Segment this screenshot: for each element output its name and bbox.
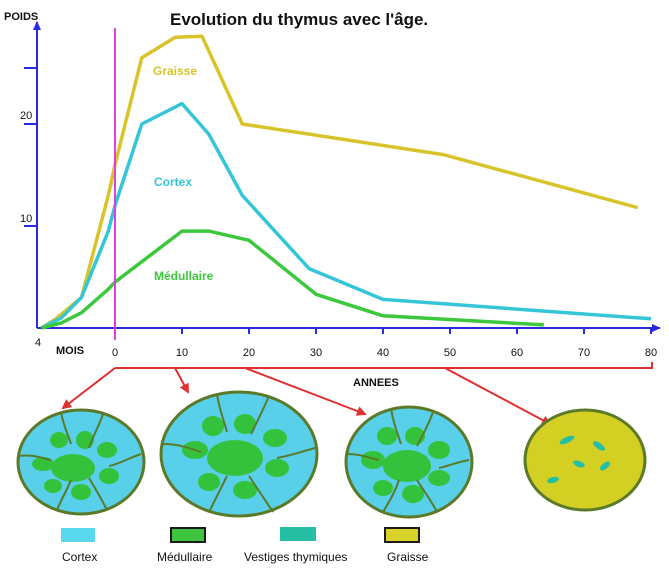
chart-title: Evolution du thymus avec l'âge. (170, 10, 428, 29)
medulla-region (182, 414, 289, 499)
legend-label-cortex: Cortex (62, 550, 97, 564)
x-ticks: 40 10 20 30 40 50 60 70 80 (35, 328, 657, 359)
series-lines (40, 34, 652, 330)
septa (162, 393, 316, 513)
y-ticks: 10 20 (20, 67, 37, 227)
x-tick-label: 10 (176, 347, 188, 359)
arrow-to-adolescent (244, 367, 367, 416)
x-tick-label: 50 (444, 347, 456, 359)
legend-label-vestiges: Vestiges thymiques (244, 550, 347, 564)
thymus-section-child (159, 390, 319, 518)
series-label-cortex: Cortex (154, 175, 192, 189)
y-tick-label: 10 (20, 213, 32, 225)
arrow-to-child (174, 367, 189, 394)
x-tick-label: 4 (35, 337, 41, 349)
y-axis-label: POIDS (4, 11, 38, 23)
series-label-graisse: Graisse (153, 64, 197, 78)
legend-swatch-vestiges (280, 527, 316, 541)
y-tick-label: 20 (20, 110, 32, 122)
x-tick-label: 0 (112, 347, 118, 359)
arrow-to-elderly (444, 367, 552, 425)
vestige-islands (547, 435, 610, 484)
x-tick-label: 60 (511, 347, 523, 359)
legend-swatch-medullaire (170, 527, 206, 543)
series-line-0 (40, 34, 639, 330)
x-tick-label: 80 (645, 347, 657, 359)
septa (346, 407, 470, 513)
legend-swatch-graisse (384, 527, 420, 543)
medulla-region (361, 427, 450, 503)
arrow-bar (115, 362, 653, 369)
thymus-section-newborn (16, 408, 146, 516)
arrow-to-newborn (61, 367, 116, 410)
x-axis-label-years: ANNEES (353, 377, 399, 389)
medulla-region (32, 431, 119, 500)
thymus-section-adolescent (344, 405, 474, 519)
x-tick-label: 70 (578, 347, 590, 359)
legend-swatch-cortex (61, 528, 95, 542)
x-tick-label: 30 (310, 347, 322, 359)
series-label-medullaire: Médullaire (154, 269, 214, 283)
fat-region (523, 408, 647, 512)
x-axis-label-months: MOIS (56, 345, 84, 357)
legend: Cortex Médullaire Vestiges thymiques Gra… (61, 527, 429, 564)
x-tick-label: 20 (243, 347, 255, 359)
x-tick-label: 40 (377, 347, 389, 359)
series-line-2 (40, 229, 544, 330)
legend-label-graisse: Graisse (387, 550, 429, 564)
septa (18, 411, 142, 511)
series-line-1 (40, 101, 652, 330)
age-arrows (61, 362, 653, 425)
thymus-section-elderly (523, 408, 647, 512)
legend-label-medullaire: Médullaire (157, 550, 213, 564)
